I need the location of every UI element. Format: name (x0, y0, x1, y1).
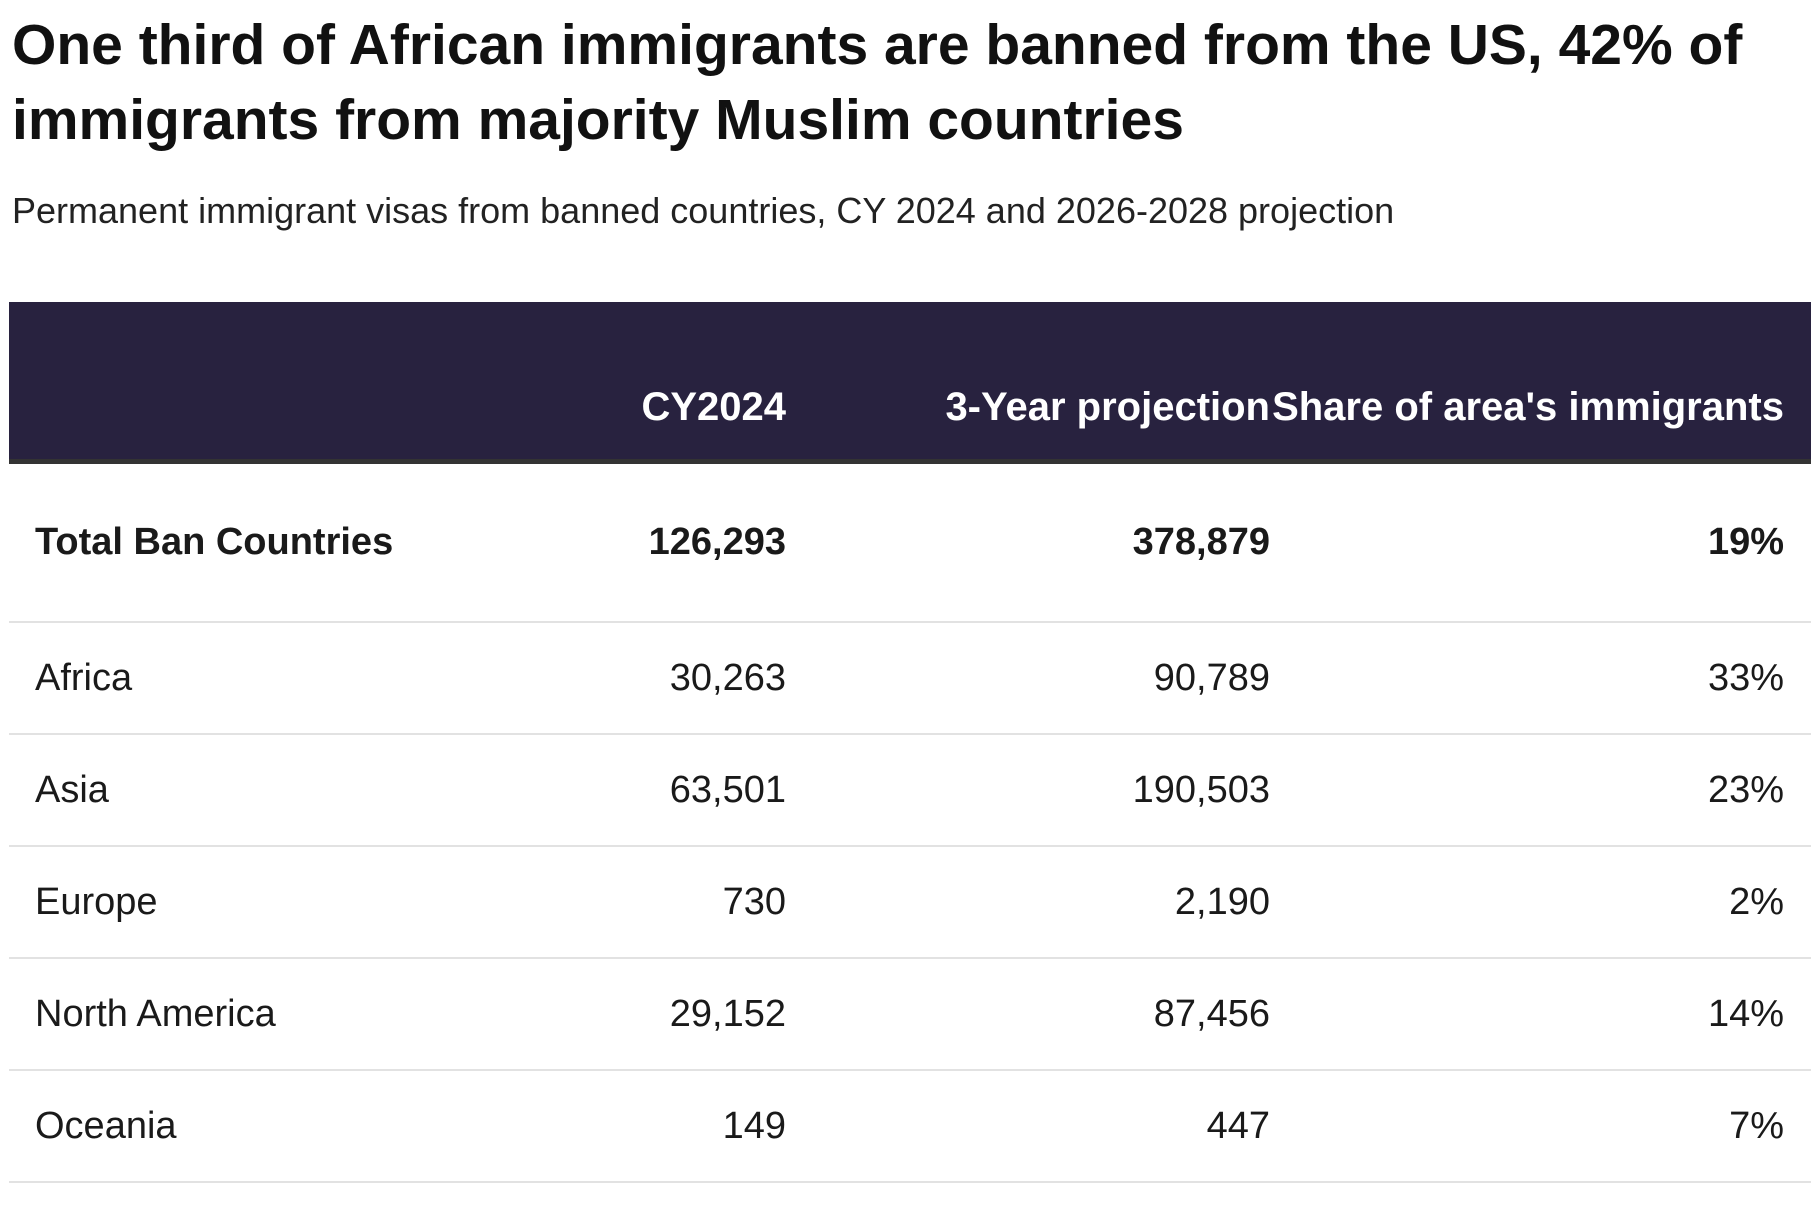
row-label: Oceania (9, 1070, 409, 1183)
column-header: Share of area's immigrants (1270, 302, 1811, 464)
table-cell: 23% (1270, 734, 1811, 847)
column-header: CY2024 (409, 302, 786, 464)
table-row: Europe 730 2,190 2% (9, 846, 1811, 959)
table-cell: 14% (1270, 958, 1811, 1071)
table-cell: 33% (1270, 622, 1811, 735)
table-row: North America 29,152 87,456 14% (9, 958, 1811, 1071)
header-cell (9, 302, 409, 464)
row-label: Asia (9, 734, 409, 847)
table-row: Oceania 149 447 7% (9, 1070, 1811, 1183)
table-cell: 87,456 (786, 958, 1270, 1071)
subtitle: Permanent immigrant visas from banned co… (12, 190, 1395, 231)
table-cell: 730 (409, 846, 786, 959)
row-label: Total Ban Countries (9, 461, 409, 623)
table-cell: 30,263 (409, 622, 786, 735)
table-cell: 2,190 (786, 846, 1270, 959)
title: One third of African immigrants are bann… (12, 13, 1743, 152)
total-row: Total Ban Countries 126,293 378,879 19% (9, 461, 1811, 623)
table-cell: 190,503 (786, 734, 1270, 847)
table-cell: 2% (1270, 846, 1811, 959)
table-row: Asia 63,501 190,503 23% (9, 734, 1811, 847)
table-cell: 149 (409, 1070, 786, 1183)
table-cell: 19% (1270, 461, 1811, 623)
table-cell: 29,152 (409, 958, 786, 1071)
table-cell: 447 (786, 1070, 1270, 1183)
table-cell: 378,879 (786, 461, 1270, 623)
table-body: Total Ban Countries 126,293 378,879 19% Afri… (9, 461, 1811, 1183)
column-header: 3-Year projection (786, 302, 1270, 464)
table-cell: 126,293 (409, 461, 786, 623)
table-cell: 7% (1270, 1070, 1811, 1183)
table-row: Africa 30,263 90,789 33% (9, 622, 1811, 735)
row-label: North America (9, 958, 409, 1071)
table-cell: 63,501 (409, 734, 786, 847)
row-label: Europe (9, 846, 409, 959)
header-row: CY2024 3-Year projection Share of area's i… (9, 302, 1811, 464)
data-table: CY2024 3-Year projection Share of area's i… (9, 302, 1811, 1183)
table-cell: 90,789 (786, 622, 1270, 735)
row-label: Africa (9, 622, 409, 735)
